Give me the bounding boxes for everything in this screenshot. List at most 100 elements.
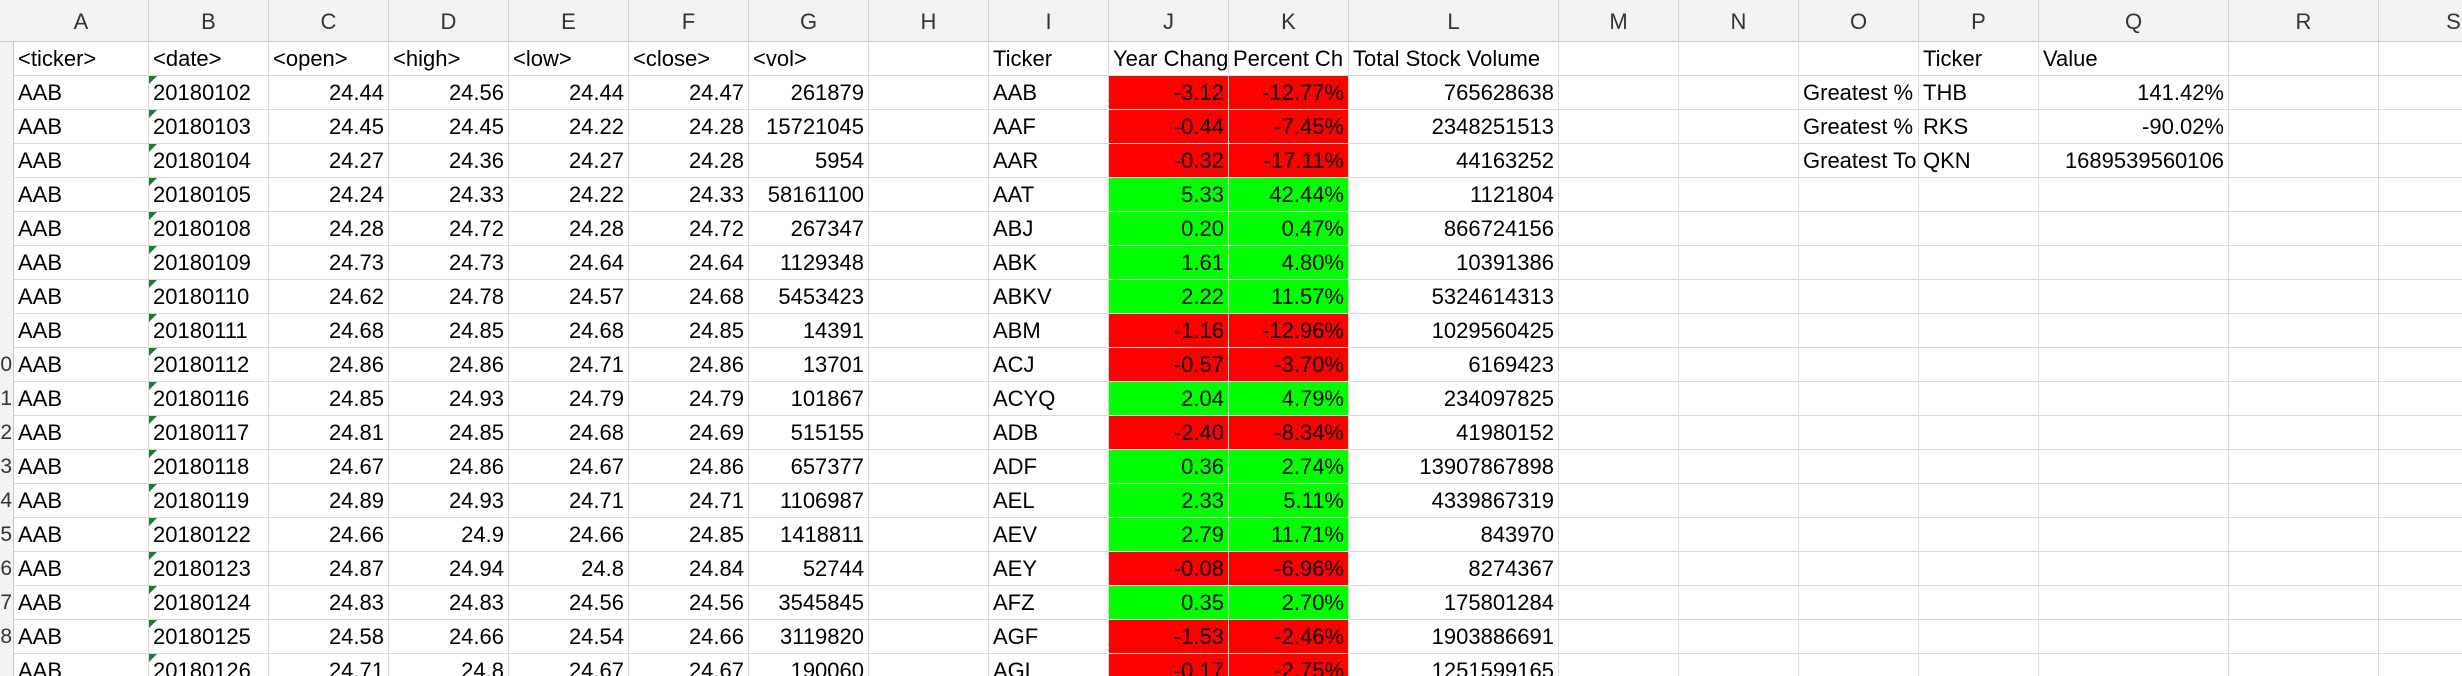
number-as-text-indicator-icon[interactable] <box>149 450 157 458</box>
percent-change-cell[interactable]: 42.44% <box>1229 178 1348 211</box>
yearly-change-cell[interactable]: 2.22 <box>1109 280 1228 313</box>
raw-data-cell[interactable]: 24.87 <box>328 556 384 581</box>
date-cell[interactable]: 20180124 <box>149 586 268 619</box>
row-header-11[interactable]: 1 <box>0 387 12 410</box>
date-cell[interactable]: 20180103 <box>149 110 268 143</box>
raw-data-cell[interactable]: 3545845 <box>778 590 864 615</box>
column-header-g[interactable]: G <box>749 0 869 41</box>
raw-data-cell[interactable]: 5453423 <box>778 284 864 309</box>
percent-change-cell[interactable]: -2.46% <box>1229 620 1348 653</box>
ticker-cell[interactable]: AEY <box>993 556 1038 581</box>
raw-header-cell[interactable]: <low> <box>513 46 572 71</box>
greatest-label-cell[interactable]: Greatest % <box>1803 114 1914 139</box>
raw-data-cell[interactable]: 24.8 <box>461 658 504 676</box>
total-volume-cell[interactable]: 843970 <box>1480 522 1554 547</box>
raw-data-cell[interactable]: 24.78 <box>448 284 504 309</box>
raw-data-cell[interactable]: 24.85 <box>688 522 744 547</box>
column-header-r[interactable]: R <box>2229 0 2379 41</box>
raw-data-cell[interactable]: AAB <box>18 522 63 547</box>
percent-change-cell[interactable]: -12.77% <box>1229 76 1348 109</box>
raw-data-cell[interactable]: AAB <box>18 488 63 513</box>
ticker-cell[interactable]: ABM <box>993 318 1041 343</box>
raw-data-cell[interactable]: 24.85 <box>328 386 384 411</box>
number-as-text-indicator-icon[interactable] <box>149 382 157 390</box>
row-header-18[interactable]: 8 <box>0 625 12 648</box>
percent-change-cell[interactable]: 4.79% <box>1229 382 1348 415</box>
total-volume-cell[interactable]: 1121804 <box>1469 182 1554 207</box>
raw-data-cell[interactable]: 24.56 <box>568 590 624 615</box>
raw-data-cell[interactable]: 24.36 <box>448 148 504 173</box>
raw-data-cell[interactable]: 24.93 <box>448 386 504 411</box>
ticker-cell[interactable]: AFZ <box>993 590 1035 615</box>
yearly-change-cell[interactable]: 5.33 <box>1109 178 1228 211</box>
raw-data-cell[interactable]: 24.64 <box>688 250 744 275</box>
row-header-14[interactable]: 4 <box>0 489 12 512</box>
raw-data-cell[interactable]: AAB <box>18 80 63 105</box>
total-volume-cell[interactable]: 6169423 <box>1468 352 1554 377</box>
raw-data-cell[interactable]: AAB <box>18 386 63 411</box>
raw-data-cell[interactable]: AAB <box>18 420 63 445</box>
greatest-ticker-cell[interactable]: RKS <box>1923 114 1969 139</box>
total-volume-cell[interactable]: 866724156 <box>1443 216 1554 241</box>
row-header-16[interactable]: 6 <box>0 557 12 580</box>
column-header-d[interactable]: D <box>389 0 509 41</box>
yearly-change-cell[interactable]: -0.44 <box>1109 110 1228 143</box>
raw-data-cell[interactable]: 24.72 <box>448 216 504 241</box>
total-volume-cell[interactable]: 1029560425 <box>1431 318 1554 343</box>
raw-data-cell[interactable]: 24.85 <box>448 318 504 343</box>
raw-data-cell[interactable]: 24.33 <box>688 182 744 207</box>
date-cell[interactable]: 20180112 <box>149 348 268 381</box>
raw-data-cell[interactable]: AAB <box>18 590 63 615</box>
date-cell[interactable]: 20180117 <box>149 416 268 449</box>
raw-data-cell[interactable]: 24.33 <box>448 182 504 207</box>
raw-data-cell[interactable]: AAB <box>18 250 63 275</box>
column-header-m[interactable]: M <box>1559 0 1679 41</box>
summary-header-cell[interactable]: Ticker <box>993 46 1053 71</box>
number-as-text-indicator-icon[interactable] <box>149 314 157 322</box>
yearly-change-cell[interactable]: 2.79 <box>1109 518 1228 551</box>
raw-data-cell[interactable]: 3119820 <box>779 624 864 649</box>
date-cell[interactable]: 20180123 <box>149 552 268 585</box>
total-volume-cell[interactable]: 13907867898 <box>1419 454 1554 479</box>
raw-data-cell[interactable]: 58161100 <box>767 182 864 207</box>
number-as-text-indicator-icon[interactable] <box>149 620 157 628</box>
column-header-b[interactable]: B <box>149 0 269 41</box>
number-as-text-indicator-icon[interactable] <box>149 348 157 356</box>
raw-data-cell[interactable]: 24.73 <box>328 250 384 275</box>
column-header-k[interactable]: K <box>1229 0 1349 41</box>
raw-data-cell[interactable]: AAB <box>18 318 63 343</box>
raw-data-cell[interactable]: 24.66 <box>448 624 504 649</box>
percent-change-cell[interactable]: -3.70% <box>1229 348 1348 381</box>
raw-data-cell[interactable]: 515155 <box>790 420 864 445</box>
raw-data-cell[interactable]: 24.27 <box>568 148 624 173</box>
raw-data-cell[interactable]: 24.83 <box>448 590 504 615</box>
raw-data-cell[interactable]: 24.24 <box>328 182 384 207</box>
raw-data-cell[interactable]: 24.62 <box>328 284 384 309</box>
ticker-cell[interactable]: AEL <box>993 488 1035 513</box>
raw-data-cell[interactable]: 24.57 <box>568 284 624 309</box>
number-as-text-indicator-icon[interactable] <box>149 110 157 118</box>
column-header-n[interactable]: N <box>1679 0 1799 41</box>
raw-data-cell[interactable]: AAB <box>18 216 63 241</box>
yearly-change-cell[interactable]: 2.33 <box>1109 484 1228 517</box>
number-as-text-indicator-icon[interactable] <box>149 144 157 152</box>
raw-data-cell[interactable]: 1106987 <box>779 488 864 513</box>
total-volume-cell[interactable]: 2348251513 <box>1431 114 1554 139</box>
yearly-change-cell[interactable]: 0.20 <box>1109 212 1228 245</box>
date-cell[interactable]: 20180108 <box>149 212 268 245</box>
ticker-cell[interactable]: AGL <box>993 658 1038 676</box>
raw-data-cell[interactable]: 24.72 <box>688 216 744 241</box>
column-header-q[interactable]: Q <box>2039 0 2229 41</box>
raw-data-cell[interactable]: 24.81 <box>328 420 384 445</box>
greatest-label-cell[interactable]: Greatest % <box>1803 80 1914 105</box>
raw-header-cell[interactable]: <high> <box>393 46 461 71</box>
raw-data-cell[interactable]: 14391 <box>802 318 864 343</box>
total-volume-cell[interactable]: 41980152 <box>1456 420 1554 445</box>
raw-data-cell[interactable]: 24.89 <box>328 488 384 513</box>
number-as-text-indicator-icon[interactable] <box>149 654 157 662</box>
raw-data-cell[interactable]: 24.67 <box>328 454 384 479</box>
raw-data-cell[interactable]: 24.67 <box>688 658 744 676</box>
summary-header-cell[interactable]: Year Chang <box>1113 46 1228 71</box>
raw-header-cell[interactable]: <open> <box>273 46 348 71</box>
date-cell[interactable]: 20180110 <box>149 280 268 313</box>
